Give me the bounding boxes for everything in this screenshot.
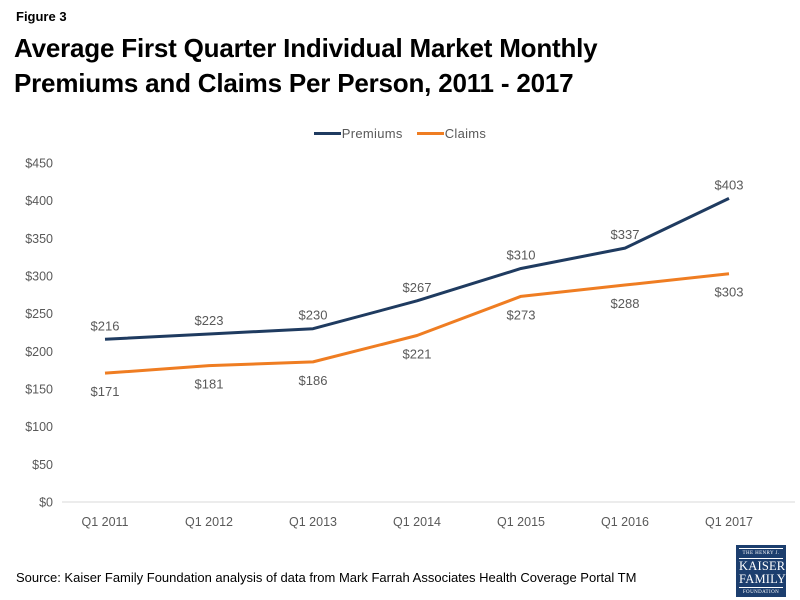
- kff-logo: THE HENRY J. KAISER FAMILY FOUNDATION: [736, 545, 786, 597]
- data-label-claims: $171: [91, 384, 120, 399]
- y-tick-label: $300: [25, 270, 53, 284]
- data-label-premiums: $337: [611, 227, 640, 242]
- data-label-claims: $186: [299, 373, 328, 388]
- x-tick-label: Q1 2017: [705, 515, 753, 529]
- data-label-premiums: $403: [715, 177, 744, 192]
- kff-logo-family: FAMILY: [739, 572, 786, 586]
- data-label-claims: $288: [611, 296, 640, 311]
- x-tick-label: Q1 2012: [185, 515, 233, 529]
- x-tick-label: Q1 2015: [497, 515, 545, 529]
- data-label-claims: $181: [195, 377, 224, 392]
- source-note: Source: Kaiser Family Foundation analysi…: [16, 570, 637, 585]
- legend-label-claims: Claims: [444, 126, 487, 141]
- legend-label-premiums: Premiums: [341, 126, 403, 141]
- y-tick-label: $350: [25, 232, 53, 246]
- premiums-line-swatch: [313, 132, 341, 135]
- data-label-premiums: $267: [403, 280, 432, 295]
- claims-line-swatch: [416, 132, 444, 135]
- y-tick-label: $0: [39, 496, 53, 510]
- chart-legend: Premiums Claims: [0, 126, 800, 141]
- page-title: Average First Quarter Individual Market …: [14, 31, 754, 100]
- kff-logo-kaiser: KAISER: [739, 559, 786, 573]
- legend-item-premiums: Premiums: [313, 126, 403, 141]
- y-tick-label: $450: [25, 157, 53, 171]
- y-tick-label: $100: [25, 420, 53, 434]
- kff-logo-foundation: FOUNDATION: [739, 587, 783, 596]
- data-label-claims: $273: [507, 307, 536, 322]
- data-label-claims: $221: [403, 347, 432, 362]
- series-line-premiums: [104, 197, 730, 341]
- y-tick-label: $50: [32, 458, 53, 472]
- page-title-line-1: Average First Quarter Individual Market …: [14, 33, 598, 63]
- y-tick-label: $250: [25, 307, 53, 321]
- x-tick-label: Q1 2014: [393, 515, 441, 529]
- x-tick-label: Q1 2013: [289, 515, 337, 529]
- data-label-claims: $303: [715, 285, 744, 300]
- kff-logo-henry-j: THE HENRY J.: [739, 548, 783, 559]
- data-label-premiums: $216: [91, 318, 120, 333]
- page-title-line-2: Premiums and Claims Per Person, 2011 - 2…: [14, 67, 574, 98]
- series-line-claims: [104, 272, 730, 375]
- y-tick-label: $400: [25, 194, 53, 208]
- data-label-premiums: $223: [195, 313, 224, 328]
- line-chart: $0 $50 $100 $150 $200 $250 $300 $350 $400 $450 Q1 …: [25, 157, 795, 529]
- data-label-premiums: $310: [507, 247, 536, 262]
- data-label-premiums: $230: [299, 308, 328, 323]
- x-tick-label: Q1 2011: [81, 515, 128, 529]
- figure-label: Figure 3: [16, 9, 67, 24]
- y-tick-label: $200: [25, 345, 53, 359]
- x-tick-label: Q1 2016: [601, 515, 649, 529]
- legend-item-claims: Claims: [416, 126, 487, 141]
- y-tick-label: $150: [25, 383, 53, 397]
